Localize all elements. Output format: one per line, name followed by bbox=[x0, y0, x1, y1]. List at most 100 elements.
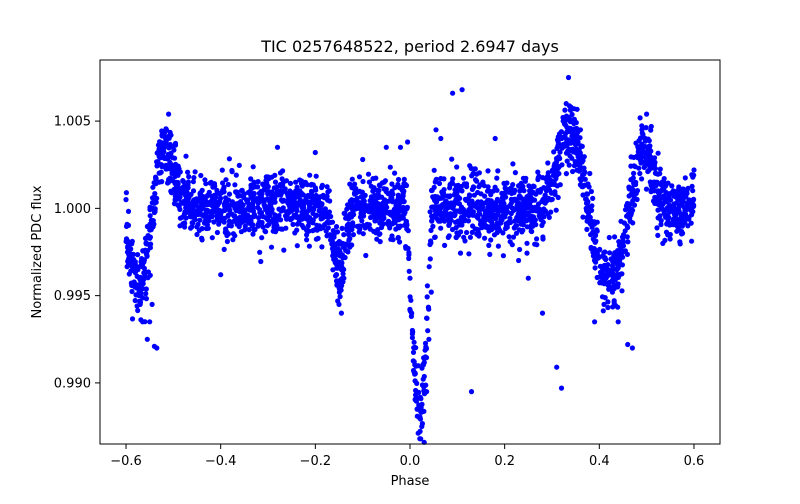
data-point bbox=[654, 225, 660, 231]
data-point bbox=[221, 246, 227, 252]
data-point bbox=[518, 201, 524, 207]
data-point bbox=[685, 215, 691, 221]
data-point bbox=[525, 275, 531, 281]
data-point bbox=[307, 172, 313, 178]
data-point bbox=[667, 236, 673, 242]
data-point bbox=[523, 218, 530, 224]
data-point bbox=[467, 163, 473, 169]
data-point bbox=[588, 188, 595, 195]
data-point bbox=[470, 223, 476, 229]
data-point bbox=[314, 222, 320, 228]
data-point bbox=[143, 286, 149, 292]
data-point bbox=[453, 183, 459, 189]
data-point bbox=[250, 164, 256, 170]
data-point bbox=[165, 166, 171, 172]
data-point bbox=[582, 182, 588, 188]
data-point bbox=[449, 179, 455, 185]
data-point bbox=[556, 155, 562, 161]
data-point bbox=[310, 228, 316, 234]
data-point bbox=[467, 234, 473, 240]
data-point bbox=[524, 250, 530, 256]
data-point bbox=[512, 187, 518, 193]
data-point bbox=[237, 209, 243, 215]
data-point bbox=[663, 190, 669, 196]
data-point bbox=[661, 196, 668, 202]
data-point bbox=[190, 206, 196, 212]
data-point bbox=[329, 219, 336, 225]
data-point bbox=[157, 170, 163, 176]
data-point bbox=[170, 144, 176, 150]
data-point bbox=[402, 181, 408, 188]
data-point bbox=[161, 144, 167, 150]
data-point bbox=[325, 189, 331, 195]
data-point bbox=[614, 271, 620, 277]
data-point bbox=[315, 235, 321, 241]
data-point bbox=[239, 188, 245, 194]
data-point bbox=[265, 217, 271, 223]
data-point bbox=[659, 187, 665, 193]
data-point bbox=[249, 214, 255, 220]
data-point bbox=[344, 206, 350, 212]
data-point bbox=[658, 205, 664, 211]
data-point bbox=[639, 176, 645, 182]
data-point bbox=[431, 167, 437, 173]
data-point bbox=[195, 221, 201, 228]
data-point bbox=[488, 237, 494, 243]
data-point bbox=[466, 207, 472, 213]
data-point bbox=[541, 206, 547, 212]
data-point bbox=[620, 234, 626, 240]
data-point bbox=[376, 188, 382, 194]
data-point bbox=[384, 204, 390, 210]
data-point bbox=[352, 191, 358, 197]
data-point bbox=[135, 307, 141, 314]
data-point bbox=[482, 235, 488, 241]
data-point bbox=[554, 364, 560, 370]
data-point bbox=[569, 111, 575, 118]
data-point bbox=[158, 162, 165, 168]
data-point bbox=[570, 117, 577, 123]
data-point bbox=[555, 143, 561, 149]
data-point bbox=[420, 361, 426, 367]
data-point bbox=[357, 202, 363, 208]
data-point bbox=[498, 220, 504, 226]
data-point bbox=[558, 385, 565, 391]
data-point bbox=[615, 248, 621, 254]
data-point bbox=[582, 176, 588, 182]
data-point bbox=[245, 197, 251, 203]
data-point bbox=[255, 200, 261, 206]
data-point bbox=[299, 222, 305, 228]
data-point bbox=[186, 174, 192, 180]
data-point bbox=[507, 215, 513, 221]
data-point bbox=[123, 223, 130, 229]
data-point bbox=[499, 208, 506, 214]
data-point bbox=[512, 170, 519, 176]
data-point bbox=[597, 269, 604, 275]
data-point bbox=[366, 179, 372, 185]
data-point bbox=[508, 196, 514, 202]
data-point bbox=[568, 104, 574, 110]
data-point bbox=[290, 221, 296, 227]
data-point bbox=[218, 213, 224, 220]
data-point bbox=[370, 194, 376, 200]
x-tick-label: 0.0 bbox=[400, 454, 421, 469]
data-point bbox=[579, 143, 585, 149]
data-point bbox=[223, 177, 229, 183]
data-point bbox=[484, 188, 491, 194]
data-point bbox=[528, 222, 535, 228]
data-point bbox=[199, 226, 205, 232]
data-point bbox=[674, 228, 680, 234]
data-point bbox=[304, 182, 310, 188]
data-point bbox=[135, 284, 141, 290]
data-point bbox=[401, 198, 407, 205]
data-point bbox=[551, 149, 557, 155]
data-point bbox=[349, 185, 355, 191]
data-point bbox=[486, 228, 492, 234]
data-point bbox=[562, 131, 569, 137]
data-point bbox=[610, 258, 616, 265]
data-point bbox=[499, 195, 505, 201]
data-point bbox=[169, 163, 175, 169]
data-point bbox=[141, 270, 147, 276]
data-point bbox=[301, 205, 307, 211]
data-point bbox=[360, 156, 366, 163]
